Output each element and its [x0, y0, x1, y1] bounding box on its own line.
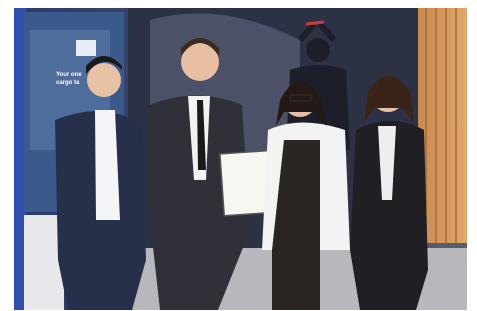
banner-text: cargo ta: [56, 80, 80, 86]
page: Your one cargo ta: [0, 0, 477, 311]
photo: Your one cargo ta: [0, 0, 477, 311]
logo: [76, 40, 96, 56]
red-mark: [306, 22, 324, 24]
silhouette-head: [306, 38, 330, 62]
banner-text: Your one: [56, 72, 82, 78]
